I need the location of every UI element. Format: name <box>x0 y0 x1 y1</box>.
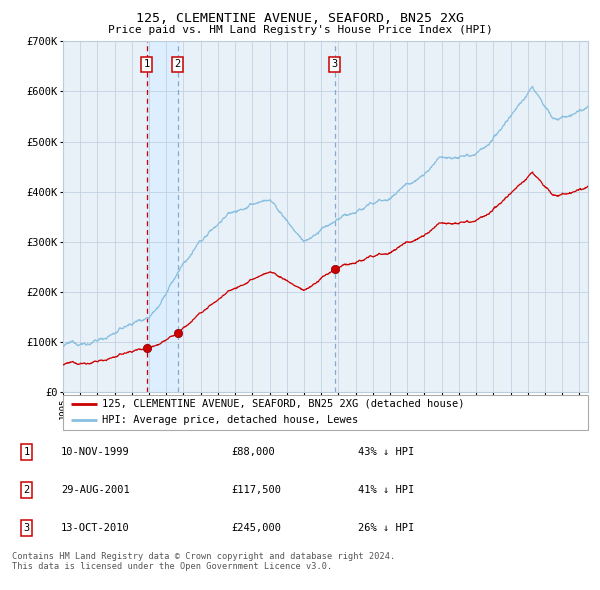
Text: Contains HM Land Registry data © Crown copyright and database right 2024.
This d: Contains HM Land Registry data © Crown c… <box>12 552 395 571</box>
Text: 125, CLEMENTINE AVENUE, SEAFORD, BN25 2XG: 125, CLEMENTINE AVENUE, SEAFORD, BN25 2X… <box>136 12 464 25</box>
Text: 1: 1 <box>143 59 150 69</box>
Text: 29-AUG-2001: 29-AUG-2001 <box>61 485 130 495</box>
Text: HPI: Average price, detached house, Lewes: HPI: Average price, detached house, Lewe… <box>103 415 359 425</box>
FancyBboxPatch shape <box>63 395 588 430</box>
Text: 125, CLEMENTINE AVENUE, SEAFORD, BN25 2XG (detached house): 125, CLEMENTINE AVENUE, SEAFORD, BN25 2X… <box>103 399 465 409</box>
Text: 13-OCT-2010: 13-OCT-2010 <box>61 523 130 533</box>
Text: 41% ↓ HPI: 41% ↓ HPI <box>358 485 414 495</box>
Text: 2: 2 <box>175 59 181 69</box>
Text: 1: 1 <box>23 447 29 457</box>
Text: £245,000: £245,000 <box>231 523 281 533</box>
Text: Price paid vs. HM Land Registry's House Price Index (HPI): Price paid vs. HM Land Registry's House … <box>107 25 493 35</box>
Text: 43% ↓ HPI: 43% ↓ HPI <box>358 447 414 457</box>
Text: 2: 2 <box>23 485 29 495</box>
Text: £88,000: £88,000 <box>231 447 275 457</box>
Text: 3: 3 <box>23 523 29 533</box>
Text: 26% ↓ HPI: 26% ↓ HPI <box>358 523 414 533</box>
Bar <box>146 41 178 392</box>
Text: 10-NOV-1999: 10-NOV-1999 <box>61 447 130 457</box>
Text: 3: 3 <box>331 59 338 69</box>
Text: £117,500: £117,500 <box>231 485 281 495</box>
